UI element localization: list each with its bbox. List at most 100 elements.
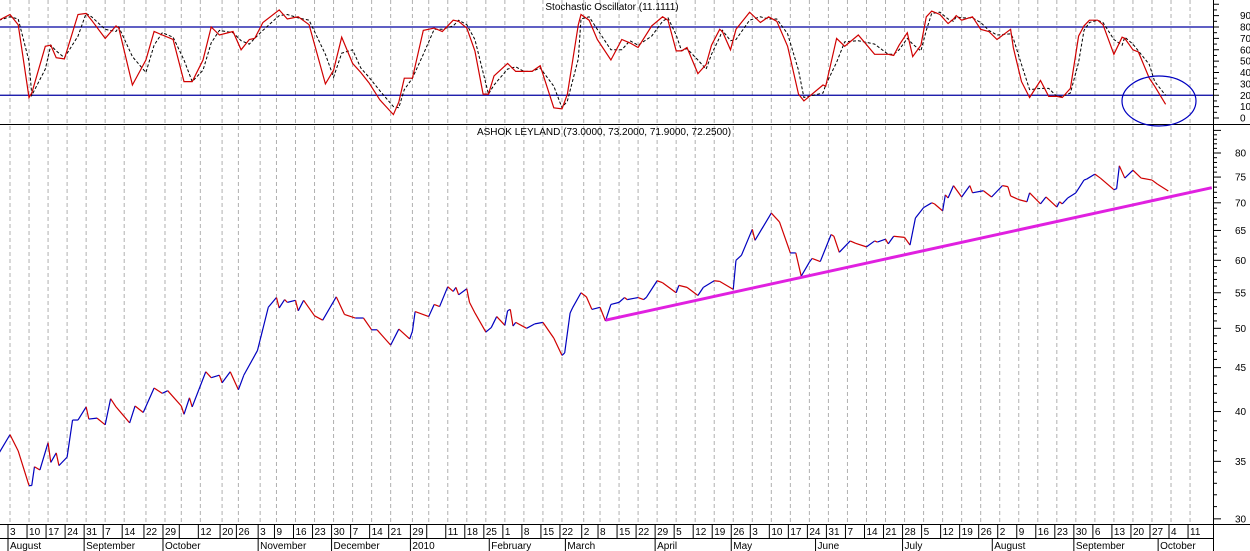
x-tick-label: 27	[1152, 527, 1164, 538]
price-segment-down	[447, 286, 454, 292]
price-segment-down	[466, 288, 471, 303]
x-tick-label: 26	[733, 527, 745, 538]
month-label: September	[86, 541, 136, 551]
price-segment-down	[656, 280, 663, 284]
price-segment-up	[1067, 192, 1077, 199]
price-segment-up	[1116, 165, 1120, 189]
price-segment-down	[934, 203, 944, 212]
price-segment-up	[0, 434, 11, 453]
x-tick-label: 19	[714, 527, 726, 538]
price-segment-up	[211, 374, 220, 379]
price-segment-down	[284, 299, 288, 303]
price-segment-up	[819, 234, 832, 262]
price-segment-up	[914, 207, 925, 219]
price-segment-up	[808, 258, 813, 263]
price-segment-down	[153, 387, 163, 394]
price-segment-up	[278, 299, 286, 309]
price-segment-down	[944, 194, 949, 199]
price-segment-down	[167, 390, 182, 407]
price-segment-up	[411, 311, 416, 332]
price-segment-up	[50, 452, 57, 463]
price-segment-up	[877, 238, 886, 243]
month-label: August	[10, 541, 41, 551]
x-tick-label: 8	[600, 527, 606, 538]
x-tick-label: 16	[1038, 527, 1050, 538]
price-segment-up	[909, 217, 917, 246]
price-segment-down	[110, 398, 117, 408]
x-tick-label: 29	[165, 527, 177, 538]
price-segment-down	[1151, 179, 1158, 185]
price-segment-down	[686, 286, 699, 296]
price-panel: ASHOK LEYLAND (73.0000, 73.2000, 71.9000…	[0, 127, 1213, 487]
price-segment-down	[229, 371, 239, 391]
price-segment-down	[115, 406, 131, 424]
stochastic-y-label: 70	[1240, 34, 1250, 45]
price-segment-up	[561, 352, 566, 356]
x-tick-label: 17	[48, 527, 60, 538]
x-tick-label: 11	[1190, 527, 1201, 538]
price-segment-down	[362, 317, 373, 331]
price-segment-down	[509, 309, 514, 327]
month-label: April	[657, 541, 677, 551]
price-segment-up	[1124, 169, 1134, 179]
price-segment-down	[34, 466, 41, 471]
price-segment-down	[180, 405, 185, 415]
price-segment-down	[1157, 183, 1169, 192]
x-tick-label: 5	[676, 527, 682, 538]
vertical-gridlines	[9, 0, 1191, 524]
price-segment-down	[376, 329, 392, 346]
price-segment-up	[610, 301, 620, 306]
price-segment-up	[1083, 178, 1087, 181]
x-tick-label: 23	[315, 527, 327, 538]
price-segment-up	[490, 316, 498, 328]
stochastic-y-label: 80	[1240, 23, 1250, 34]
x-tick-label: 7	[847, 527, 853, 538]
price-segment-down	[678, 284, 688, 288]
price-segment-down	[904, 237, 911, 246]
price-segment-down	[811, 257, 821, 263]
price-segment-up	[1075, 179, 1085, 194]
price-segment-up	[256, 307, 269, 351]
annotation-ellipse	[1121, 75, 1197, 127]
price-segment-up	[754, 212, 772, 241]
price-y-label: 35	[1235, 457, 1247, 468]
price-segment-down	[624, 297, 628, 301]
price-segment-down	[468, 302, 476, 314]
x-tick-label: 12	[943, 527, 955, 538]
trendline	[605, 186, 1213, 322]
price-segment-down	[983, 190, 992, 198]
price-segment-down	[188, 397, 193, 408]
month-label: February	[491, 541, 531, 551]
x-tick-label: 9	[276, 527, 282, 538]
price-segment-down	[9, 434, 19, 452]
price-segment-down	[778, 221, 791, 254]
price-segment-up	[142, 387, 155, 413]
x-tick-label: 31	[86, 527, 98, 538]
price-segment-down	[751, 229, 756, 241]
price-segment-down	[714, 280, 720, 283]
price-segment-up	[697, 287, 704, 296]
x-tick-label: 17	[790, 527, 802, 538]
price-segment-down	[830, 233, 835, 237]
price-segment-up	[1040, 196, 1047, 205]
month-label: December	[334, 541, 381, 551]
price-segment-up	[838, 240, 851, 253]
price-segment-up	[452, 287, 457, 292]
price-segment-up	[645, 280, 658, 298]
x-tick-label: 15	[543, 527, 555, 538]
month-label: September	[1076, 541, 1126, 551]
price-segment-up	[534, 321, 544, 325]
x-tick-label: 8	[524, 527, 530, 538]
price-segment-up	[1086, 173, 1096, 180]
month-label: 2010	[412, 541, 435, 551]
price-segment-down	[303, 299, 316, 317]
x-tick-label: 26	[238, 527, 250, 538]
stochastic-k-line	[0, 9, 1167, 116]
price-y-label: 75	[1235, 173, 1247, 184]
x-tick-label: 31	[828, 527, 840, 538]
month-label: June	[818, 541, 840, 551]
x-tick-label: 29	[657, 527, 669, 538]
x-tick-label: 29	[412, 527, 424, 538]
price-segment-down	[1018, 199, 1028, 203]
price-segment-down	[1118, 165, 1126, 179]
